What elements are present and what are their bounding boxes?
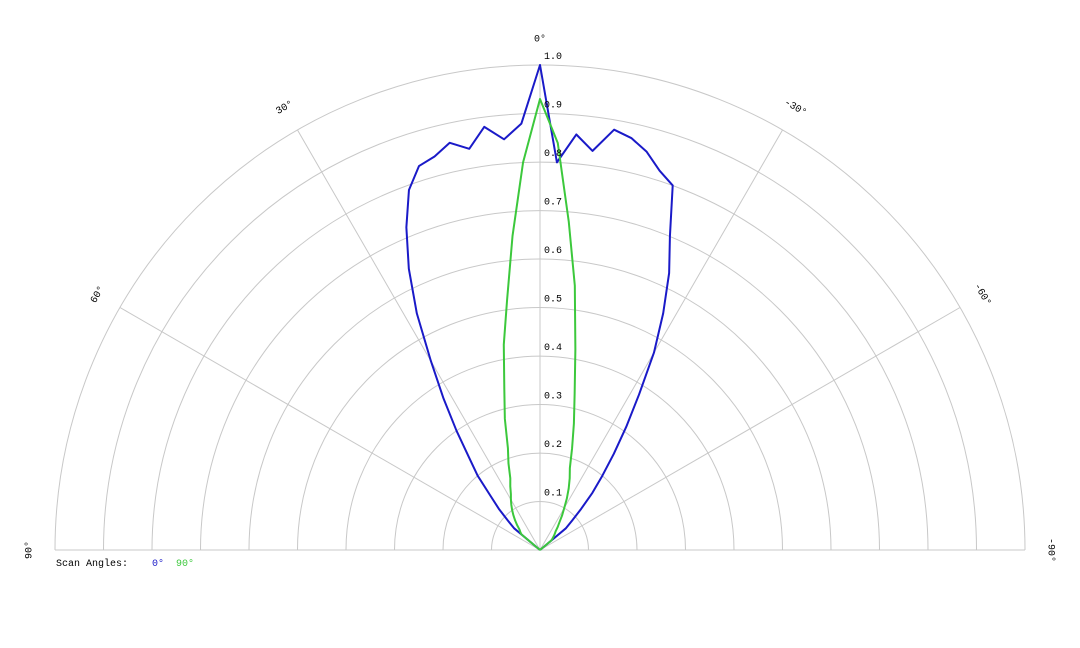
legend-entry: 90° xyxy=(176,558,194,570)
r-tick-label: 0.4 xyxy=(544,343,562,354)
legend: Scan Angles: 0° 90° xyxy=(56,558,194,570)
theta-tick-label: 0° xyxy=(534,34,546,46)
theta-tick-label: -90° xyxy=(1044,538,1056,562)
grid-spoke xyxy=(539,307,961,551)
grid-spoke xyxy=(297,129,541,551)
r-tick-label: 0.7 xyxy=(544,198,562,209)
r-tick-label: 0.3 xyxy=(544,392,562,403)
series-line xyxy=(502,97,577,551)
r-tick-label: 0.1 xyxy=(544,489,562,500)
theta-tick-label: 30° xyxy=(274,98,296,117)
r-tick-label: 0.6 xyxy=(544,246,562,257)
r-tick-label: 0.5 xyxy=(544,295,562,306)
r-tick-label: 1.0 xyxy=(544,52,562,63)
r-tick-label: 0.9 xyxy=(544,101,562,112)
r-tick-label: 0.2 xyxy=(544,440,562,451)
grid-spoke xyxy=(119,307,541,551)
plot xyxy=(405,64,674,551)
theta-tick-label: 90° xyxy=(24,541,36,559)
legend-title: Scan Angles: xyxy=(56,558,128,570)
labels: 0.1 0.2 0.3 0.4 0.5 0.6 0.7 0.8 0.9 1.0 90° 60° 30° 0… xyxy=(24,34,1057,562)
r-tick-label: 0.8 xyxy=(544,149,562,160)
theta-tick-label: 60° xyxy=(88,284,107,306)
theta-tick-label: -30° xyxy=(782,97,809,119)
grid-spoke xyxy=(539,129,783,551)
series-line xyxy=(405,64,674,551)
polar-grid xyxy=(54,64,1026,551)
legend-entry: 0° xyxy=(152,558,164,570)
theta-tick-label: -60° xyxy=(971,281,993,308)
